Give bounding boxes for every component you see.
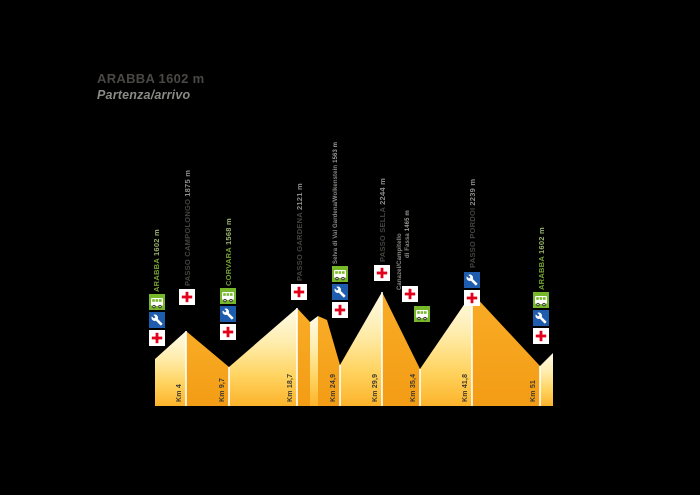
climb-canazei-pordoi xyxy=(420,293,472,406)
medical-icon xyxy=(149,330,165,346)
page-title: ARABBA 1602 m xyxy=(97,71,205,86)
descent-campolongo-corvara xyxy=(186,331,229,406)
bus-icon xyxy=(414,306,430,322)
waypoint-elevation: 2239 m xyxy=(468,178,477,206)
waypoint-elevation: 1563 m xyxy=(333,141,339,163)
mechanic-icon xyxy=(149,312,165,328)
waypoint-elevation: 1568 m xyxy=(224,218,233,246)
climb-selva-sella xyxy=(340,292,382,406)
km-label: Km 18,7 xyxy=(287,373,294,402)
waypoint-name: PASSO CAMPOLONGO xyxy=(183,198,192,286)
waypoint-elevation: 1875 m xyxy=(183,169,192,197)
km-label: Km 24,9 xyxy=(330,373,337,402)
medical-icon xyxy=(332,302,348,318)
waypoint-name: PASSO SELLA xyxy=(378,206,387,262)
bus-icon xyxy=(149,294,165,310)
km-label: Km 41,8 xyxy=(462,373,469,402)
descent-shoulder-selva xyxy=(318,316,340,406)
medical-icon xyxy=(533,328,549,344)
climb-arabba-campolongo xyxy=(155,331,186,406)
waypoint-name: ARABBA xyxy=(152,258,161,292)
km-label: Km 9,7 xyxy=(219,377,226,402)
waypoint-label-arabba-start: ARABBA 1602 m xyxy=(152,229,161,292)
waypoint-name: ARABBA xyxy=(537,256,546,290)
waypoint-label-passo-gardena: PASSO GARDENA2121 m xyxy=(295,183,304,281)
waypoint-name: PASSO GARDENA xyxy=(295,212,304,281)
waypoint-label-canazei-line1: Canazei/Campitello xyxy=(397,233,404,290)
waypoint-name: CORVARA xyxy=(224,247,233,286)
climb-finish-arabba xyxy=(540,353,553,406)
waypoint-name-2: di Fassa xyxy=(405,233,411,258)
km-label: Km 35,4 xyxy=(410,373,417,402)
mechanic-icon xyxy=(332,284,348,300)
waypoint-label-passo-sella: PASSO SELLA2244 m xyxy=(378,178,387,262)
descent-gardena-notch xyxy=(297,308,310,406)
medical-icon xyxy=(179,289,195,305)
descent-sella-canazei xyxy=(382,292,420,406)
waypoint-name: Canazei/Campitello xyxy=(397,233,403,290)
medical-icon xyxy=(374,265,390,281)
mechanic-icon xyxy=(533,310,549,326)
bus-icon xyxy=(533,292,549,308)
waypoint-label-passo-pordoi: PASSO PORDOI2239 m xyxy=(468,179,477,268)
medical-icon xyxy=(220,324,236,340)
mechanic-icon xyxy=(220,306,236,322)
waypoint-elevation: 1602 m xyxy=(537,227,546,254)
waypoint-label-passo-campolongo: PASSO CAMPOLONGO1875 m xyxy=(183,170,192,286)
descent-pordoi-arabba xyxy=(472,293,540,406)
medical-icon xyxy=(291,284,307,300)
page-subtitle: Partenza/arrivo xyxy=(97,88,191,102)
waypoint-label-selva: Selva di Val Gardena/Wolkenstein1563 m xyxy=(333,142,340,264)
waypoint-name: Selva di Val Gardena/Wolkenstein xyxy=(333,164,339,264)
bus-icon xyxy=(332,266,348,282)
climb-corvara-gardena xyxy=(229,308,297,406)
waypoint-elevation: 2244 m xyxy=(378,177,387,205)
waypoint-elevation: 1465 m xyxy=(405,210,411,232)
medical-icon xyxy=(402,286,418,302)
bus-icon xyxy=(220,288,236,304)
shoulder-climb xyxy=(310,316,318,406)
km-label: Km 29,9 xyxy=(372,373,379,402)
km-label: Km 51 xyxy=(530,379,537,402)
waypoint-elevation: 2121 m xyxy=(295,183,304,211)
waypoint-name: PASSO PORDOI xyxy=(468,207,477,268)
km-separators xyxy=(185,292,541,406)
km-label: Km 4 xyxy=(176,384,183,402)
waypoint-elevation: 1602 m xyxy=(152,229,161,256)
waypoint-label-arabba-finish: ARABBA 1602 m xyxy=(537,227,546,290)
waypoint-label-canazei-line2: di Fassa1465 m xyxy=(405,210,412,258)
medical-icon xyxy=(464,290,480,306)
waypoint-label-corvara: CORVARA1568 m xyxy=(224,218,233,286)
mechanic-icon xyxy=(464,272,480,288)
